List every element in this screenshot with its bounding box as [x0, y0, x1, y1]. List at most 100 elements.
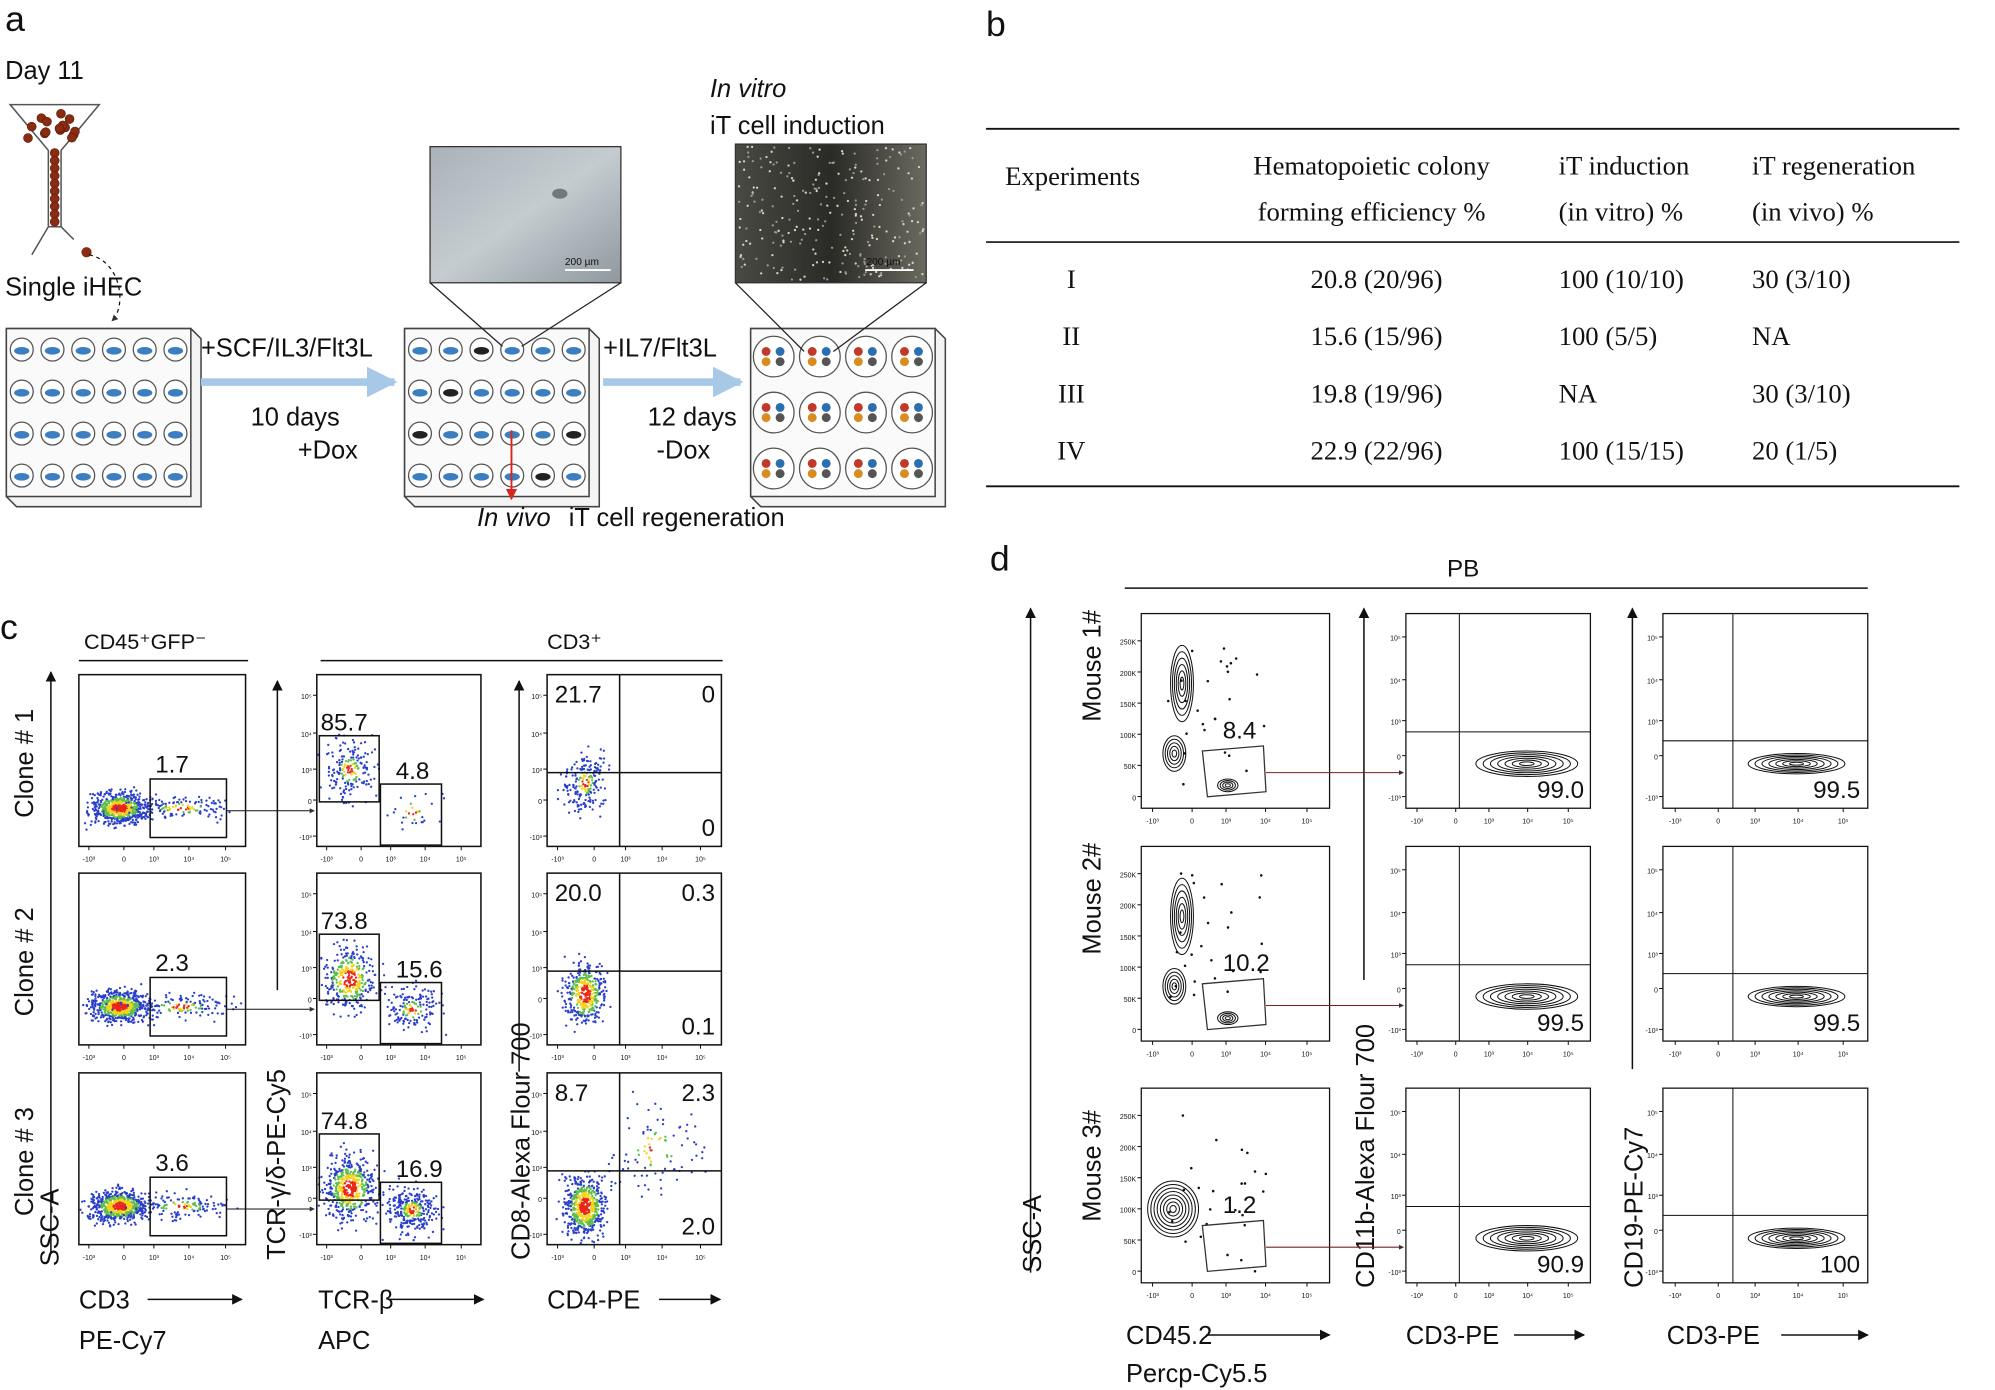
event-dot — [400, 988, 403, 991]
event-dot — [352, 751, 356, 754]
event-dot — [603, 787, 607, 790]
event-dot — [367, 1174, 370, 1177]
event-dot — [587, 971, 591, 974]
event-dot — [100, 1014, 103, 1017]
event-dot — [352, 1174, 355, 1177]
event-dot — [362, 1156, 366, 1160]
event-dot — [95, 1214, 99, 1218]
event-dot — [164, 1000, 167, 1004]
event-dot — [336, 968, 339, 971]
event-dot — [335, 1216, 338, 1219]
event-dot — [201, 1208, 205, 1211]
event-dot — [350, 788, 353, 791]
event-dot — [338, 758, 341, 762]
event-dot — [127, 801, 131, 804]
event-dot — [355, 764, 359, 768]
event-dot — [156, 1016, 159, 1019]
micro-cell — [840, 149, 844, 153]
event-dot — [95, 801, 98, 804]
well-cell — [853, 458, 863, 468]
event-dot — [117, 815, 120, 818]
event-dot — [576, 1006, 580, 1010]
event-dot — [339, 744, 342, 747]
event-dot — [138, 1199, 141, 1202]
event-dot — [389, 1220, 392, 1223]
label: iT cell induction — [710, 112, 885, 140]
event-dot — [568, 982, 571, 985]
event-dot — [601, 1020, 604, 1023]
event-dot — [346, 1202, 350, 1206]
event-dot — [327, 765, 331, 769]
micro-cell — [878, 203, 881, 207]
well-cell — [761, 403, 771, 412]
event-dot — [330, 971, 333, 974]
event-dot — [167, 1000, 170, 1003]
event-dot — [116, 1204, 119, 1207]
well-content — [44, 472, 61, 481]
event-dot — [353, 1202, 357, 1205]
table-header: Experiments — [1005, 161, 1140, 191]
event-dot — [83, 1199, 86, 1203]
event-dot — [405, 1002, 409, 1006]
event-dot — [114, 796, 117, 799]
micro-cell — [878, 275, 881, 278]
event-dot — [124, 788, 127, 791]
event-dot — [158, 810, 162, 813]
event-dot — [127, 817, 130, 820]
event-dot — [591, 984, 595, 987]
event-dot — [351, 749, 354, 752]
event-dot — [341, 1213, 344, 1217]
table-cell: 20 (1/5) — [1752, 436, 1837, 466]
event-dot — [208, 813, 211, 816]
event-dot — [371, 1217, 375, 1220]
event-dot — [92, 990, 95, 994]
event-dot — [339, 1222, 342, 1225]
y-tick-label: 10³ — [302, 1166, 313, 1173]
event-dot — [185, 1204, 188, 1208]
event-dot — [572, 1008, 575, 1012]
event-dot — [205, 1209, 209, 1212]
event-dot — [593, 988, 596, 991]
micro-cell — [875, 270, 878, 274]
event-dot — [212, 1201, 215, 1205]
micro-cell — [868, 179, 871, 182]
micro-cell — [817, 228, 820, 231]
event-dot — [362, 772, 365, 775]
event-dot — [134, 1205, 137, 1208]
event-dot — [205, 809, 208, 812]
event-dot — [367, 782, 370, 786]
micro-cell — [775, 161, 778, 164]
event-dot — [335, 1192, 338, 1195]
well-cell — [853, 413, 863, 423]
micro-cell — [837, 172, 840, 175]
event-dot — [104, 820, 107, 824]
event-dot — [90, 820, 93, 823]
event-dot — [132, 793, 136, 796]
event-dot — [342, 1206, 345, 1209]
event-dot — [108, 808, 111, 811]
micro-cell — [780, 268, 783, 272]
event-dot — [111, 1208, 115, 1211]
event-dot — [344, 760, 348, 763]
event-dot — [115, 802, 118, 805]
event-dot — [113, 1195, 116, 1199]
event-dot — [337, 1205, 340, 1209]
event-dot — [147, 1024, 150, 1027]
event-dot — [589, 760, 592, 763]
micro-cell — [760, 166, 763, 169]
event-dot — [202, 998, 205, 1001]
well-content — [535, 430, 551, 439]
event-dot — [91, 1200, 95, 1203]
event-dot — [345, 780, 349, 783]
event-dot — [360, 756, 363, 759]
event-dot — [421, 989, 424, 992]
label: +SCF/IL3/Flt3L — [201, 335, 373, 363]
event-dot — [130, 798, 133, 802]
event-dot — [394, 807, 397, 811]
panel-label: b — [986, 4, 1006, 44]
micro-cell — [821, 224, 825, 227]
event-dot — [197, 795, 201, 799]
event-dot — [325, 753, 329, 756]
event-dot — [197, 1213, 200, 1217]
event-dot — [337, 1229, 340, 1232]
